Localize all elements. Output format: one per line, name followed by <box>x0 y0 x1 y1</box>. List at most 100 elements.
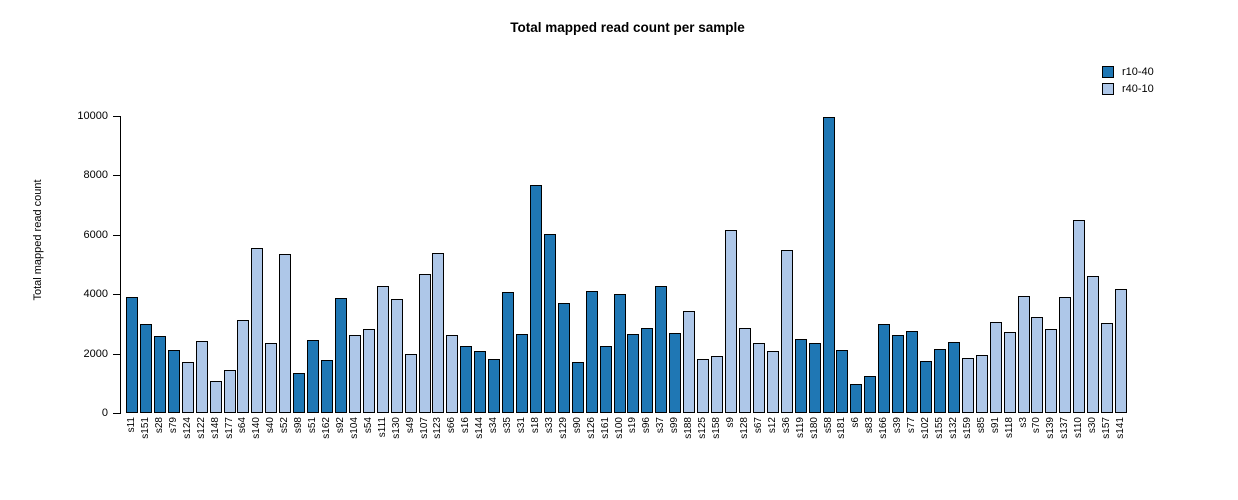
x-tick-label: s177 <box>224 417 235 439</box>
y-tick-label: 6000 <box>83 229 108 241</box>
x-tick-label: s36 <box>781 417 792 434</box>
bar-s104 <box>349 335 361 413</box>
y-axis-tick <box>113 413 120 414</box>
x-tick-label: s67 <box>753 417 764 434</box>
x-tick-label: s137 <box>1059 417 1070 439</box>
bar-s125 <box>697 359 709 413</box>
bar-s96 <box>641 328 653 413</box>
x-tick-label: s92 <box>335 417 346 434</box>
bar-s11 <box>126 297 138 413</box>
x-tick-label: s58 <box>823 417 834 434</box>
bar-s155 <box>934 349 946 413</box>
bar-s66 <box>446 335 458 413</box>
x-tick-label: s83 <box>864 417 875 434</box>
bar-s49 <box>405 354 417 413</box>
x-tick-label: s39 <box>892 417 903 434</box>
bar-s110 <box>1073 220 1085 413</box>
x-tick-label: s148 <box>210 417 221 439</box>
x-tick-label: s66 <box>446 417 457 434</box>
bar-s28 <box>154 336 166 413</box>
x-tick-label: s77 <box>906 417 917 434</box>
bar-s90 <box>572 362 584 413</box>
bar-s141 <box>1115 289 1127 413</box>
bar-s188 <box>683 311 695 413</box>
bar-s181 <box>836 350 848 413</box>
y-axis-label: Total mapped read count <box>32 179 44 301</box>
x-tick-label: s123 <box>432 417 443 439</box>
bar-s31 <box>516 334 528 413</box>
bar-s19 <box>627 334 639 413</box>
x-tick-label: s52 <box>279 417 290 434</box>
bar-s100 <box>614 294 626 413</box>
x-tick-label: s157 <box>1101 417 1112 439</box>
bar-s129 <box>558 303 570 413</box>
x-tick-label: s104 <box>349 417 360 439</box>
bar-s157 <box>1101 323 1113 413</box>
y-tick-label: 10000 <box>77 110 108 122</box>
x-tick-label: s130 <box>391 417 402 439</box>
y-axis-tick <box>113 235 120 236</box>
x-tick-label: s111 <box>377 417 388 438</box>
x-tick-label: s128 <box>739 417 750 439</box>
bar-s102 <box>920 361 932 413</box>
bar-s140 <box>251 248 263 413</box>
x-tick-label: s12 <box>767 417 778 434</box>
x-tick-label: s118 <box>1004 417 1015 438</box>
x-tick-label: s181 <box>836 417 847 439</box>
bar-s39 <box>892 335 904 413</box>
x-tick-label: s151 <box>140 417 151 439</box>
y-tick-label: 8000 <box>83 169 108 181</box>
x-tick-label: s85 <box>976 417 987 434</box>
x-tick-label: s49 <box>405 417 416 434</box>
bar-s92 <box>335 298 347 413</box>
x-tick-label: s102 <box>920 417 931 439</box>
bar-s161 <box>600 346 612 413</box>
legend-item: r40-10 <box>1102 80 1154 97</box>
bar-s130 <box>391 299 403 413</box>
x-tick-label: s126 <box>586 417 597 439</box>
x-tick-label: s110 <box>1073 417 1084 438</box>
bar-s158 <box>711 356 723 413</box>
bar-s91 <box>990 322 1002 413</box>
x-tick-label: s180 <box>809 417 820 439</box>
bar-s118 <box>1004 332 1016 413</box>
x-tick-label: s129 <box>558 417 569 439</box>
x-tick-label: s64 <box>237 417 248 434</box>
y-axis-tick <box>113 354 120 355</box>
y-tick-label: 2000 <box>83 348 108 360</box>
x-tick-label: s54 <box>363 417 374 434</box>
x-tick-label: s70 <box>1031 417 1042 434</box>
x-tick-label: s30 <box>1087 417 1098 434</box>
x-tick-label: s141 <box>1115 417 1126 439</box>
x-tick-label: s35 <box>502 417 513 434</box>
x-tick-label: s140 <box>251 417 262 439</box>
bar-s35 <box>502 292 514 413</box>
legend: r10-40 r40-10 <box>1102 63 1154 97</box>
y-axis-tick <box>113 175 120 176</box>
x-tick-label: s188 <box>683 417 694 439</box>
bar-s132 <box>948 342 960 413</box>
bar-s124 <box>182 362 194 413</box>
legend-label: r40-10 <box>1122 82 1154 95</box>
legend-label: r10-40 <box>1122 65 1154 78</box>
bar-s16 <box>460 346 472 413</box>
x-tick-label: s31 <box>516 417 527 434</box>
x-tick-label: s96 <box>641 417 652 434</box>
x-tick-label: s161 <box>600 417 611 439</box>
bar-s51 <box>307 340 319 413</box>
bar-s122 <box>196 341 208 413</box>
x-tick-label: s79 <box>168 417 179 434</box>
bar-s177 <box>224 370 236 413</box>
y-tick-label: 0 <box>101 407 108 419</box>
bar-s52 <box>279 254 291 413</box>
x-tick-label: s16 <box>460 417 471 434</box>
bar-s128 <box>739 328 751 413</box>
bar-s85 <box>976 355 988 413</box>
x-tick-label: s139 <box>1045 417 1056 439</box>
legend-swatch <box>1102 82 1114 95</box>
x-tick-label: s9 <box>725 417 736 428</box>
bar-s18 <box>530 185 542 413</box>
x-tick-label: s124 <box>182 417 193 439</box>
bar-s126 <box>586 291 598 413</box>
bar-s144 <box>474 351 486 413</box>
